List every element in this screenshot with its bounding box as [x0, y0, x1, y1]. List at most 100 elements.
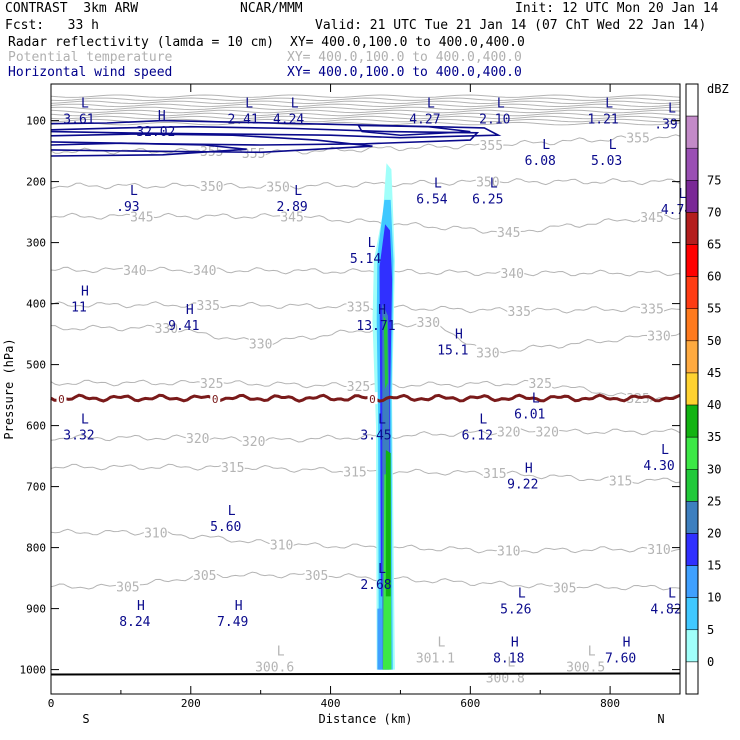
wind-extreme-value: 4.74	[661, 203, 692, 218]
wind-extreme-value: 5.03	[591, 154, 622, 169]
theta-label-315: 315	[343, 465, 366, 480]
theta-extreme-value: 301.1	[416, 651, 455, 666]
theta-label-345: 345	[130, 210, 153, 225]
theta-label-bg	[248, 336, 273, 350]
theta-label-335: 335	[640, 302, 663, 317]
theta-extreme-letter: L	[437, 635, 445, 650]
x-end-label-right: N	[657, 712, 664, 726]
theta-label-350: 350	[266, 180, 289, 195]
colorbar-tick-label: 75	[707, 173, 721, 187]
wind-extreme-letter: H	[235, 599, 243, 614]
theta-label-340: 340	[193, 264, 216, 279]
theta-label-350: 350	[200, 180, 223, 195]
colorbar-swatch	[685, 436, 699, 470]
theta-line-340	[50, 266, 681, 277]
theta-label-bg	[199, 375, 224, 389]
colorbar-tick-label: 10	[707, 591, 721, 605]
colorbar-tick-label: 15	[707, 559, 721, 573]
wind-contour	[50, 133, 373, 154]
theta-label-325: 325	[528, 377, 551, 392]
wind-extreme-letter: H	[525, 462, 533, 477]
colorbar-swatch	[685, 469, 699, 502]
freezing-label-bg	[210, 392, 221, 405]
init-time: Init: 12 UTC Mon 20 Jan 14	[515, 1, 719, 16]
colorbar-tick-label: 25	[707, 494, 721, 508]
wind-extreme-value: 13.71	[356, 319, 395, 334]
colorbar-swatch	[685, 404, 699, 438]
theta-label-305: 305	[305, 569, 328, 584]
theta-upper-line	[50, 115, 681, 120]
colorbar-unit: dBZ	[707, 82, 729, 96]
theta-label-320: 320	[186, 432, 209, 447]
wind-extreme-letter: L	[668, 587, 676, 602]
wind-extreme-letter: L	[609, 138, 617, 153]
freezing-line	[50, 393, 681, 403]
wind-extreme-value: 5.60	[210, 520, 241, 535]
theta-label-335: 335	[347, 301, 370, 316]
wind-extreme-value: 3.45	[360, 429, 391, 444]
wind-extreme-letter: L	[532, 391, 540, 406]
wind-extreme-letter: H	[81, 285, 89, 300]
colorbar-tick-label: 65	[707, 238, 721, 252]
colorbar-tick-label: 70	[707, 205, 721, 219]
wind-extreme-value: 7.60	[605, 651, 636, 666]
wind-extreme-value: 4.82	[650, 603, 681, 618]
theta-label-bg	[199, 144, 224, 158]
wind-extreme-letter: L	[294, 184, 302, 199]
wind-extreme-value: 6.12	[462, 429, 493, 444]
theta-label-bg	[552, 580, 577, 594]
theta-upper-line	[50, 121, 681, 126]
wind-extreme-letter: H	[511, 635, 519, 650]
theta-label-335: 335	[508, 305, 531, 320]
colorbar-swatch	[685, 501, 699, 534]
wind-contours	[50, 119, 502, 157]
axes: 0 200 400 600 800 100 200 300 400 500 600 700 800 900…	[2, 83, 681, 726]
wind-extreme-letter: L	[542, 138, 550, 153]
colorbar-tick-label: 50	[707, 334, 721, 348]
theta-extreme-letter: L	[507, 655, 515, 670]
reflectivity-band	[385, 450, 391, 597]
theta-label-bg	[475, 345, 500, 359]
wind-extreme-value: 9.41	[168, 319, 199, 334]
theta-label-320: 320	[497, 426, 520, 441]
theta-label-bg	[343, 464, 368, 478]
y-tick-label: 500	[26, 359, 46, 372]
wind-extreme-letter: L	[679, 187, 687, 202]
theta-upper-line	[50, 106, 680, 111]
theta-label-355: 355	[242, 147, 265, 162]
wind-extreme-letter: L	[245, 97, 253, 112]
colorbar-tick-label: 40	[707, 398, 721, 412]
theta-line-320	[50, 428, 681, 444]
freezing-label: 0	[212, 393, 219, 406]
theta-upper-line	[50, 97, 681, 102]
colorbar-swatch	[685, 180, 699, 213]
theta-label-bg	[528, 375, 553, 389]
colorbar-tick-label: 45	[707, 366, 721, 380]
wind-extreme-letter: L	[81, 413, 89, 428]
theta-label-bg	[346, 378, 371, 392]
theta-label-bg	[535, 424, 560, 438]
wind-extreme-letter: L	[668, 102, 676, 117]
wind-extreme-value: 3.61	[63, 113, 94, 128]
wind-extreme-value: 6.25	[472, 193, 503, 208]
colorbar-swatch	[685, 147, 699, 181]
field2-name: Potential temperature	[8, 50, 173, 65]
theta-label-bg	[496, 543, 521, 557]
theta-label-bg	[416, 314, 441, 328]
wind-extreme-value: 7.49	[217, 615, 248, 630]
theta-label-bg	[640, 209, 665, 223]
theta-label-325: 325	[200, 377, 223, 392]
theta-extreme-letter: L	[588, 645, 596, 660]
theta-label-320: 320	[535, 426, 558, 441]
theta-label-bg	[280, 209, 305, 223]
theta-label-bg	[196, 297, 221, 311]
x-tick-label: 0	[48, 697, 55, 710]
wind-extreme-letter: L	[378, 413, 386, 428]
theta-label-bg	[626, 130, 651, 144]
wind-extreme-value: 3.32	[63, 429, 94, 444]
theta-line-345	[50, 212, 681, 234]
org-label: NCAR/MMM	[240, 1, 303, 16]
theta-label-bg	[482, 466, 507, 480]
wind-extreme-letter: L	[427, 97, 435, 112]
theta-label-310: 310	[497, 545, 520, 560]
